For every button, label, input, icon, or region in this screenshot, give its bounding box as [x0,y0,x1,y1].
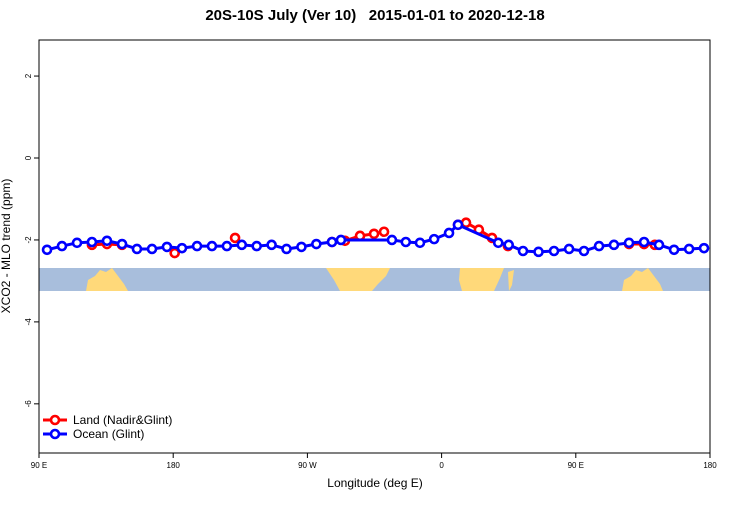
legend-label: Ocean (Glint) [73,427,144,441]
point [503,239,515,251]
point [101,235,113,247]
x-tick-label: 90 E [31,461,47,470]
point [638,236,650,248]
point [161,241,173,253]
y-tick-label: -2 [24,236,33,244]
point [400,236,412,248]
point [414,237,426,249]
map-strip [39,268,710,291]
point [71,237,83,249]
chart-title: 20S-10S July (Ver 10) 2015-01-01 to 2020… [205,7,544,24]
y-tick-label: -4 [24,318,33,326]
x-tick-label: 180 [167,461,181,470]
point [169,247,180,259]
point [492,237,504,249]
point [533,246,544,258]
point [593,240,605,252]
point [326,236,338,248]
point [281,243,292,255]
legend-marker [49,428,61,440]
point [86,236,98,248]
land-shape [622,268,663,291]
point [191,240,203,252]
y-tick-label: 2 [24,73,33,78]
point [251,240,263,252]
point [623,237,635,249]
x-tick-label: 90 E [568,461,584,470]
point [176,242,188,254]
point [668,244,680,256]
point [378,226,390,238]
point [335,234,347,246]
plot-frame [38,39,711,454]
point [221,240,233,252]
y-axis-label: XCO2 - MLO trend (ppm) [0,179,13,314]
x-tick-label: 180 [703,461,717,470]
y-tick-label: 0 [24,155,33,160]
point [296,241,307,253]
point [517,245,529,257]
legend-marker [49,414,61,426]
point [683,243,695,255]
legend-label: Land (Nadir&Glint) [73,413,172,427]
point [368,228,380,240]
point [452,219,464,231]
point [229,232,241,244]
point [146,243,158,255]
point [443,227,455,239]
point [56,240,68,252]
land-shape [326,268,390,291]
x-tick-label: 0 [439,461,444,470]
land-shape [459,268,504,291]
point [653,239,665,251]
point [608,239,620,251]
point [548,245,560,257]
x-tick-label: 90 W [298,461,317,470]
point [698,242,710,254]
point [236,239,248,251]
y-tick-label: -6 [24,400,33,408]
point [428,233,440,245]
point [116,238,128,250]
land-shape [86,268,128,291]
point [563,243,575,255]
point [311,238,322,250]
x-axis-label: Longitude (deg E) [327,476,422,490]
point [386,234,398,246]
point [41,244,53,256]
point [578,245,590,257]
point [131,243,143,255]
point [266,239,277,251]
point [206,240,218,252]
land-shape [508,270,514,291]
